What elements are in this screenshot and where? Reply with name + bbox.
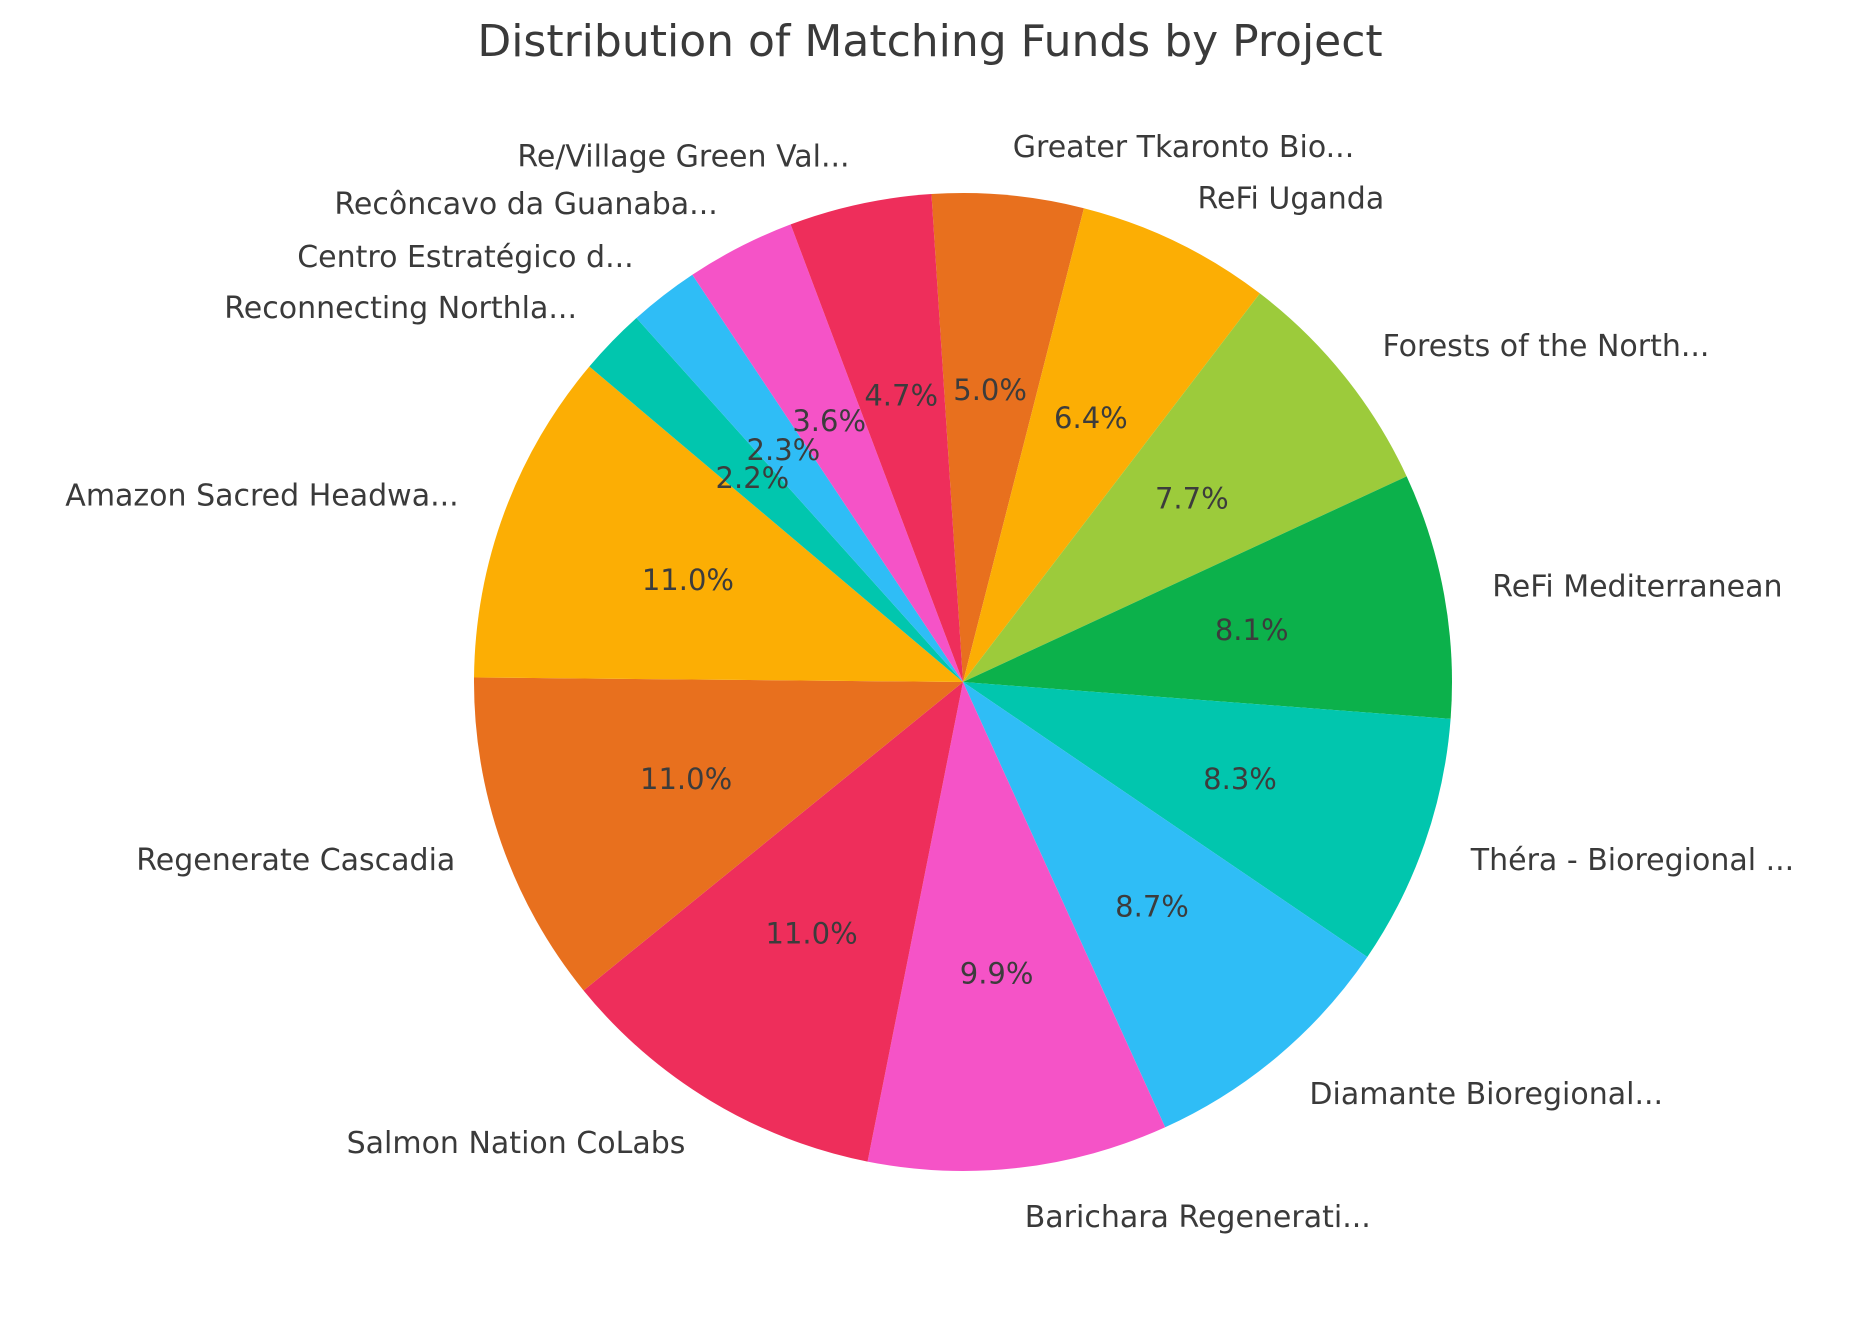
pie-pct-label-7: 11.0% [766,916,858,950]
pie-pct-label-1: 6.4% [1054,401,1128,435]
pie-slice-5 [963,682,1368,1128]
pie-slice-label-13: Re/Village Green Val... [517,140,849,175]
pie-slice-12 [692,224,963,682]
pie-pct-labels-group: 5.0% 6.4% 7.7% 8.1% 8.3% 8.7% 9.9% 11.0% 11.0% 11… [640,373,1289,991]
pie-slice-label-11: Centro Estratégico d... [297,240,633,275]
pie-pct-label-13: 4.7% [864,378,938,412]
pie-slice-1 [963,208,1260,682]
pie-slice-label-1: ReFi Uganda [1198,181,1385,216]
pie-pct-label-10: 2.2% [716,461,790,495]
pie-pct-label-4: 8.3% [1203,762,1277,796]
pie-pct-label-9: 11.0% [642,563,734,597]
pie-slice-label-5: Diamante Bioregional... [1309,1077,1663,1112]
pie-slice-13 [790,194,963,682]
pie-slice-4 [963,682,1451,958]
pie-slice-labels-group: Greater Tkaronto Bio... ReFi Uganda Forest… [65,130,1794,1235]
pie-pct-label-2: 7.7% [1155,482,1229,516]
pie-slice-8 [473,677,963,991]
pie-slice-label-7: Salmon Nation CoLabs [347,1126,686,1161]
pie-pct-label-12: 3.6% [792,404,866,438]
pie-slice-label-2: Forests of the North... [1383,329,1710,364]
pie-slice-label-8: Regenerate Cascadia [136,843,455,878]
pie-slice-2 [963,293,1407,682]
pie-slice-10 [589,318,963,682]
pie-slice-label-12: Recôncavo da Guanaba... [334,187,717,222]
pie-pct-label-8: 11.0% [640,762,732,796]
pie-slice-11 [636,274,963,682]
pie-slice-label-4: Théra - Bioregional ... [1470,843,1794,878]
pie-slice-label-0: Greater Tkaronto Bio... [1013,130,1354,165]
pie-slice-label-6: Barichara Regenerati... [1025,1200,1371,1235]
chart-title: Distribution of Matching Funds by Projec… [477,16,1382,67]
pie-pct-label-3: 8.1% [1215,613,1289,647]
pie-slice-7 [583,682,963,1162]
pie-slice-6 [867,682,1166,1172]
pie-slice-label-9: Amazon Sacred Headwa... [65,478,458,513]
pie-slice-9 [474,366,963,682]
pie-pct-label-5: 8.7% [1115,890,1189,924]
pie-pct-label-0: 5.0% [953,373,1027,407]
pie-slice-0 [931,193,1084,682]
pie-slices-group [473,193,1452,1172]
pie-slice-3 [963,476,1452,719]
pie-pct-label-6: 9.9% [960,957,1034,991]
pie-slice-label-3: ReFi Mediterranean [1492,570,1782,605]
pie-pct-label-11: 2.3% [747,433,821,467]
pie-slice-label-10: Reconnecting Northla... [224,291,577,326]
